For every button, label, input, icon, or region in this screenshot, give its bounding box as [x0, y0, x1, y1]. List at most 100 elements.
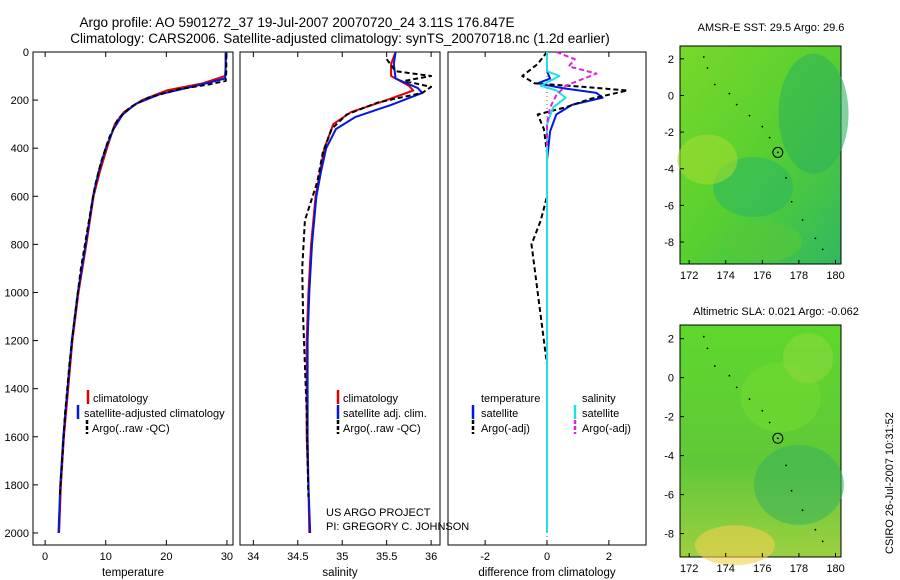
legend-label-temp-argo: Argo(-adj) — [481, 423, 530, 435]
map-x-tick-label: 178 — [790, 270, 808, 282]
x-tick-label: 0 — [544, 551, 550, 563]
float-track-point — [748, 398, 751, 400]
float-track-point — [821, 540, 824, 543]
map-y-tick-label: -4 — [664, 164, 674, 176]
legend-label-satellite: satellite-adjusted climatology — [84, 408, 225, 420]
map-field-patch — [677, 134, 738, 185]
legend-label-argo: Argo(..raw -QC) — [92, 423, 170, 435]
series-line-argo — [301, 58, 433, 497]
x-tick-label: 0 — [42, 551, 48, 563]
map-field-patch — [722, 222, 803, 263]
salinity-panel: 34 34.5 35 35.5 36 salinity — [239, 51, 441, 579]
float-track-point — [702, 56, 705, 58]
float-track-point — [821, 248, 824, 251]
float-track-point — [761, 409, 764, 412]
float-track-point — [768, 421, 771, 424]
y-tick-label: 1000 — [5, 287, 29, 299]
argo-float-marker — [772, 146, 784, 158]
legend-label-climatology: climatology — [93, 393, 149, 405]
series-line-satellite — [306, 51, 424, 534]
sst-map-axes: 172 174 176 178 180 2 0 -2 -4 -6 -8 — [664, 53, 849, 282]
x-tick-label: 35.5 — [376, 551, 397, 563]
y-tick-label: 400 — [11, 143, 29, 155]
y-tick-label: 2000 — [5, 528, 29, 540]
legend-heading-temperature: temperature — [481, 393, 540, 405]
legend-label-temp-satellite: satellite — [481, 408, 518, 420]
legend-label-sal-satellite: satellite — [582, 408, 619, 420]
float-track-point — [785, 464, 788, 467]
y-tick-label: 1800 — [5, 480, 29, 492]
map-y-tick-label: 0 — [668, 373, 674, 385]
float-track-point — [801, 219, 804, 221]
map-x-tick-label: 180 — [826, 563, 844, 575]
x-tick-label: 20 — [160, 551, 172, 563]
project-credit: US ARGO PROJECT — [326, 507, 431, 519]
timestamp-credit: CSIRO 26-Jul-2007 10:31:52 — [884, 412, 896, 554]
difference-legend: temperature satellite Argo(-adj) salinit… — [471, 393, 631, 435]
float-track-point — [706, 347, 709, 350]
x-tick-label: 35 — [336, 551, 348, 563]
legend-label-argo: Argo(..raw -QC) — [343, 423, 421, 435]
float-track-point — [735, 386, 738, 389]
sla-map-title: Altimetric SLA: 0.021 Argo: -0.062 — [693, 306, 859, 318]
x-tick-label: 34 — [247, 551, 259, 563]
sla-map-axes: 172 174 176 178 180 2 0 -2 -4 -6 -8 — [664, 333, 845, 575]
figure-title-line1: Argo profile: AO 5901272_37 19-Jul-2007 … — [79, 15, 514, 30]
float-track-point — [713, 83, 716, 86]
x-tick-label: 34.5 — [287, 551, 308, 563]
float-track-point — [785, 176, 788, 179]
float-track-point — [728, 374, 731, 377]
map-x-tick-label: 180 — [826, 270, 844, 282]
figure-title-line2: Climatology: CARS2006. Satellite-adjuste… — [70, 31, 610, 46]
float-track-point — [735, 103, 738, 106]
float-track-point — [706, 67, 709, 69]
y-tick-label: 1200 — [5, 336, 29, 348]
x-axis-label: salinity — [322, 567, 357, 579]
map-field-patch — [778, 53, 849, 174]
map-y-tick-label: -2 — [664, 412, 674, 424]
map-x-tick-label: 174 — [717, 563, 735, 575]
map-field-patch — [753, 444, 844, 525]
x-tick-label: 30 — [221, 551, 233, 563]
map-field-patch — [783, 333, 834, 384]
y-tick-label: 800 — [11, 239, 29, 251]
salinity-legend: climatology satellite adj. clim. Argo(..… — [336, 390, 427, 435]
y-tick-label: 0 — [23, 47, 29, 59]
map-y-tick-label: -6 — [664, 490, 674, 502]
argo-float-marker — [772, 432, 784, 444]
x-tick-label: -2 — [480, 551, 490, 563]
map-x-tick-label: 172 — [680, 270, 698, 282]
map-x-tick-label: 178 — [790, 563, 808, 575]
float-track-point — [790, 489, 793, 492]
map-y-tick-label: -4 — [664, 451, 674, 463]
x-axis-label: temperature — [102, 567, 164, 579]
series-line-temperature-argo — [521, 51, 629, 365]
float-track-point — [728, 92, 731, 95]
float-track-point — [776, 437, 779, 440]
sla-map: Altimetric SLA: 0.021 Argo: -0.062 172 17… — [664, 306, 859, 575]
float-track-point — [814, 237, 817, 240]
map-field-patch — [694, 525, 775, 566]
legend-label-sal-argo: Argo(-adj) — [582, 423, 631, 435]
y-tick-label: 1600 — [5, 432, 29, 444]
legend-heading-salinity: salinity — [582, 393, 616, 405]
float-track-point — [776, 151, 779, 154]
float-track-point — [768, 136, 771, 139]
map-y-tick-label: -8 — [664, 529, 674, 541]
map-x-tick-label: 176 — [753, 270, 771, 282]
x-axis-label: difference from climatology — [478, 567, 615, 579]
difference-panel: -2 0 2 difference from climatology — [447, 51, 647, 579]
sst-map: AMSR-E SST: 29.5 Argo: 29.6 172 174 176 178… — [664, 22, 849, 282]
float-track-point — [814, 528, 817, 531]
map-y-tick-label: -2 — [664, 127, 674, 139]
map-y-tick-label: -6 — [664, 200, 674, 212]
plot-frame — [32, 51, 234, 546]
float-track-point — [801, 509, 804, 512]
temperature-panel: 0 10 20 30 0 200 400 600 800 1000 1200 1400 1600 1800… — [5, 47, 234, 579]
series-line-salinity-satellite — [539, 52, 567, 533]
x-tick-label: 36 — [425, 551, 437, 563]
float-track-point — [713, 365, 716, 367]
float-track-point — [790, 200, 793, 203]
pi-credit: PI: GREGORY C. JOHNSON — [326, 521, 469, 533]
